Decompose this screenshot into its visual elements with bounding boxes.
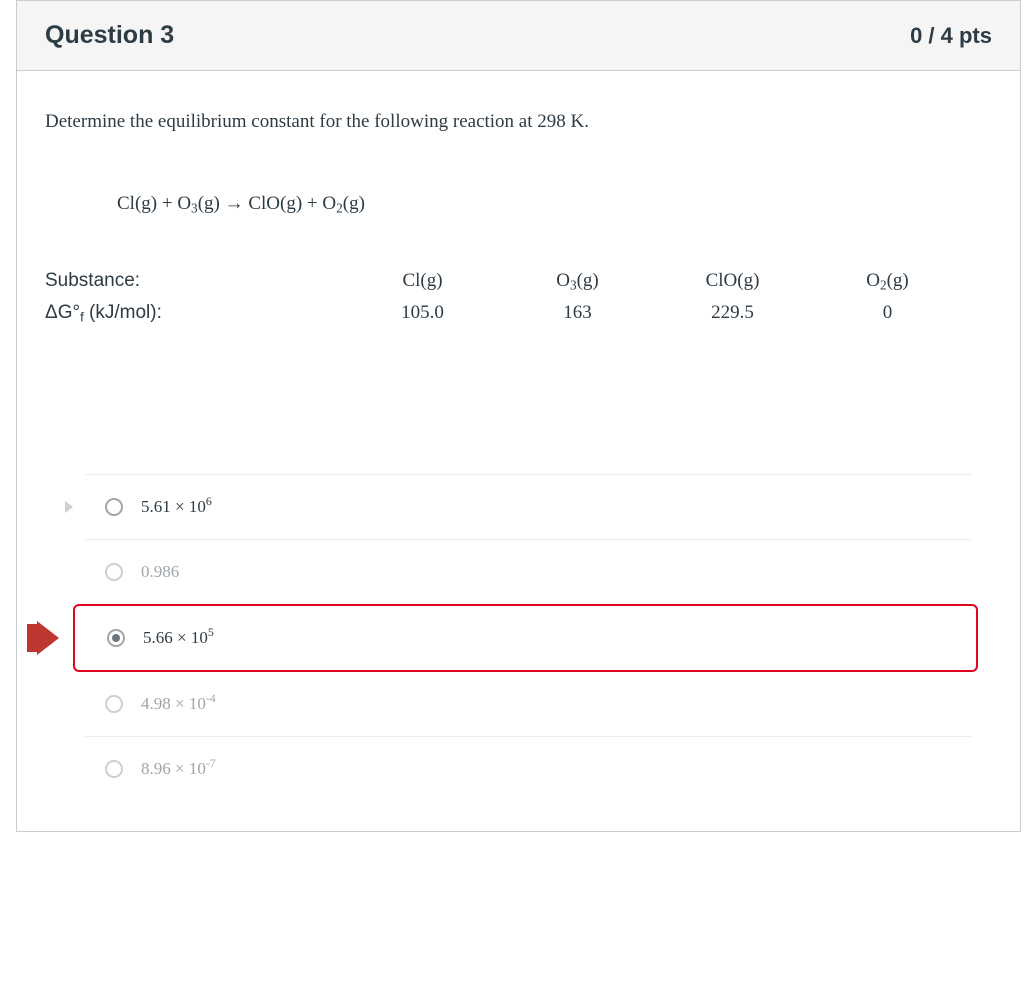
dgf-value: 163: [500, 302, 655, 324]
answer-option[interactable]: 5.61 × 106: [85, 474, 972, 539]
answer-option[interactable]: 8.96 × 10-7: [85, 736, 972, 801]
question-card: Question 3 0 / 4 pts Determine the equil…: [16, 0, 1021, 832]
dgf-value: 0: [810, 302, 965, 324]
answer-text: 5.66 × 105: [143, 628, 214, 648]
row-label-substance: Substance:: [45, 270, 345, 292]
dgf-value: 229.5: [655, 302, 810, 324]
answer-option[interactable]: 5.66 × 105: [73, 604, 978, 672]
dgf-value: 105.0: [345, 302, 500, 324]
radio-icon[interactable]: [105, 695, 123, 713]
answer-option[interactable]: 4.98 × 10-4: [85, 672, 972, 736]
question-title: Question 3: [45, 21, 174, 50]
answer-text: 8.96 × 10-7: [141, 759, 216, 779]
table-row-substance: Substance: Cl(g) O3(g) ClO(g) O2(g): [45, 270, 992, 292]
radio-icon[interactable]: [105, 760, 123, 778]
col-header: O2(g): [810, 270, 965, 292]
answer-text: 4.98 × 10-4: [141, 694, 216, 714]
answer-text: 5.61 × 106: [141, 497, 212, 517]
col-header: Cl(g): [345, 270, 500, 292]
col-header: O3(g): [500, 270, 655, 292]
answer-list: 5.61 × 106 0.986 5.66 × 105 4.98 × 10-4 8.96…: [45, 474, 992, 821]
answer-text: 0.986: [141, 562, 179, 582]
indicator-label: [27, 624, 37, 652]
thermo-data-table: Substance: Cl(g) O3(g) ClO(g) O2(g) ΔG°f…: [45, 270, 992, 324]
radio-icon[interactable]: [105, 498, 123, 516]
table-row-dgf: ΔG°f (kJ/mol): 105.0 163 229.5 0: [45, 302, 992, 324]
incorrect-indicator: [27, 621, 59, 655]
arrow-right-icon: [37, 621, 59, 655]
reaction-equation: Cl(g) + O3(g) → ClO(g) + O2(g): [117, 193, 992, 215]
row-label-dgf: ΔG°f (kJ/mol):: [45, 302, 345, 324]
question-prompt: Determine the equilibrium constant for t…: [45, 111, 992, 133]
question-header: Question 3 0 / 4 pts: [17, 1, 1020, 71]
question-points: 0 / 4 pts: [910, 23, 992, 49]
radio-icon[interactable]: [105, 563, 123, 581]
question-body: Determine the equilibrium constant for t…: [17, 71, 1020, 831]
col-header: ClO(g): [655, 270, 810, 292]
answer-option[interactable]: 0.986: [85, 539, 972, 604]
chevron-right-icon: [65, 501, 73, 513]
radio-icon[interactable]: [107, 629, 125, 647]
